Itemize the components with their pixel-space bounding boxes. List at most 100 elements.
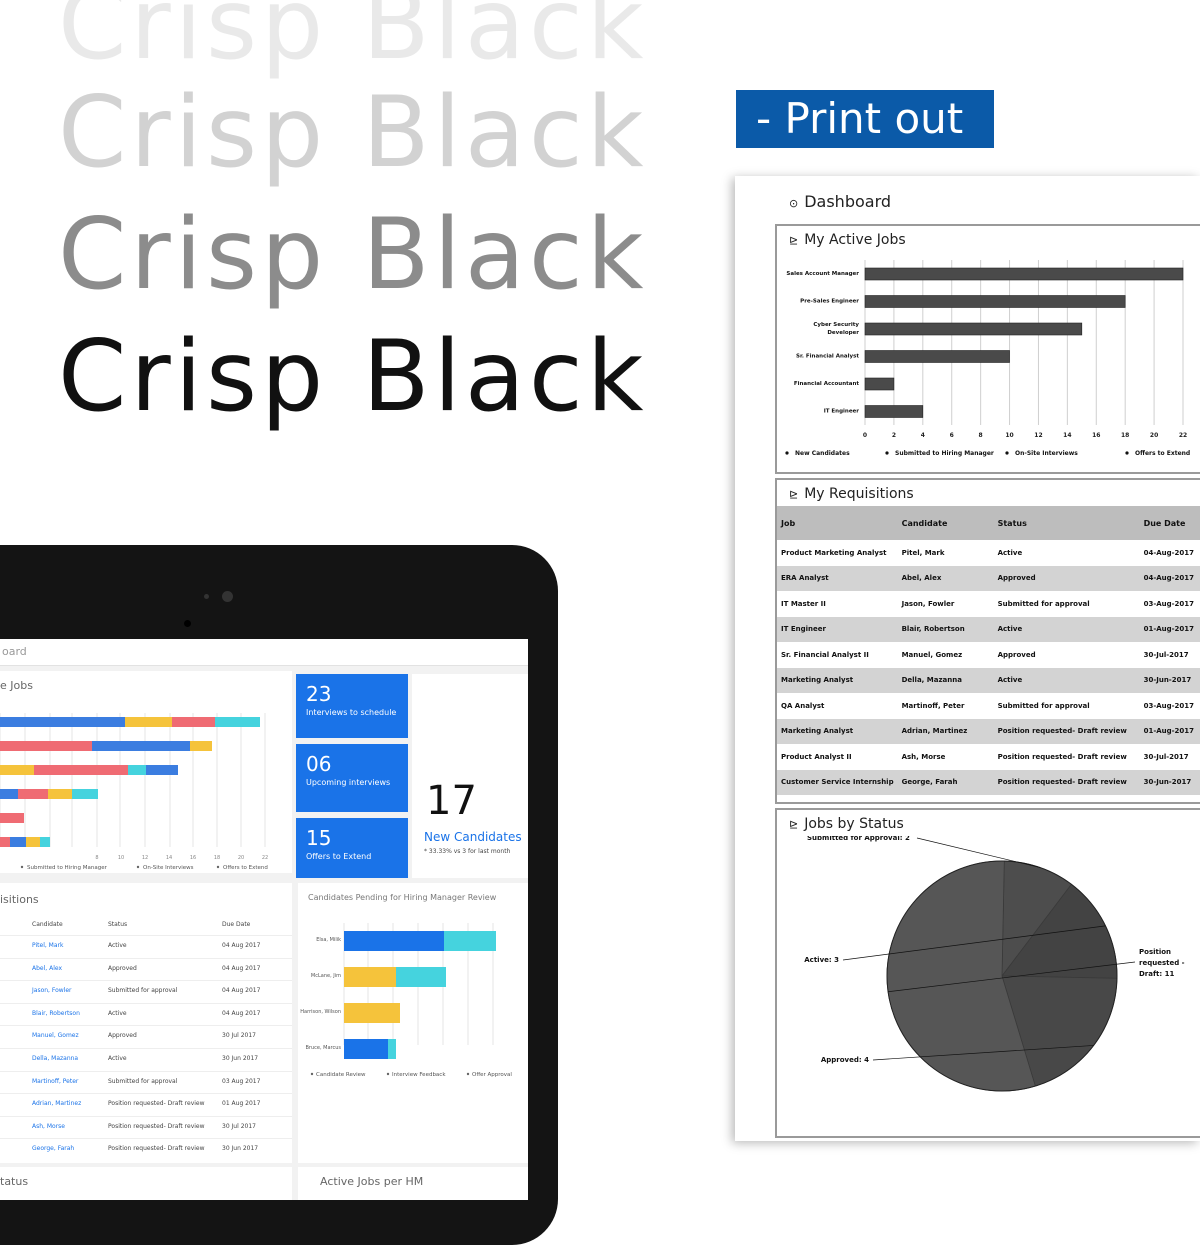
x-tick-label: 10 [1005,432,1013,439]
table-cell: Submitted for approval [997,701,1090,710]
tile-value: 15 [306,826,332,850]
tablet-req-row[interactable]: Pitel, Mark Active 04 Aug 2017 [0,935,292,958]
bar-segment [92,741,190,751]
table-row: Customer Service Internship George, Farah… [777,769,1200,795]
tablet-req-row[interactable]: Abel, Alex Approved 04 Aug 2017 [0,957,292,981]
tablet-req-cell: Submitted for approval [108,1077,178,1085]
tile-label: Offers to Extend [306,852,372,861]
tablet-req-cell[interactable]: Blair, Robertson [32,1009,80,1017]
legend-marker [386,1072,390,1076]
x-tick-label: 20 [238,855,244,861]
table-cell: Martinoff, Peter [901,701,965,710]
active-jobs-title-text: My Active Jobs [804,232,906,248]
table-cell: Abel, Alex [897,565,994,591]
table-row: Sr. Financial Analyst II Manuel, Gomez App… [777,642,1200,668]
tablet-req-cell[interactable]: Pitel, Mark [32,942,64,949]
category-label: IT Engineer [824,409,860,415]
tablet-req-row[interactable]: Blair, Robertson Active 04 Aug 2017 [0,1002,292,1026]
table-cell: Customer Service Internship [777,769,898,795]
pie-label: Approved: 4 [821,1056,869,1064]
tablet-req-cell: Active [108,942,127,949]
tablet-req-cell[interactable]: Jason, Fowler [32,987,72,995]
tablet-req-row[interactable]: Della, Mazanna Active 30 Jun 2017 [0,1047,292,1071]
new-candidates-card[interactable]: 17 New Candidates * 33.33% vs 3 for last… [412,674,528,878]
legend-label: On-Site Interviews [1015,450,1078,457]
tile-interviews-to-schedule[interactable]: 23 Interviews to schedule [296,674,408,738]
tablet-front-dot [184,620,191,627]
tablet-req-cell[interactable]: George, Farah [32,1145,75,1153]
tablet-req-cell: 30 Jul 2017 [222,1032,256,1040]
tablet-req-cell: Position requested- Draft review [108,1145,205,1153]
legend-label: New Candidates [795,450,850,457]
tablet-req-cell: 04 Aug 2017 [222,1009,261,1017]
tablet-jobs-title: e Jobs [0,679,33,692]
category-label: Sr. Financial Analyst [796,354,859,360]
tablet-req-row[interactable]: George, Farah Position requested- Draft r… [0,1138,292,1161]
pending-name-label: Elsa, Milik [316,937,341,943]
table-row: IT Master II Jason, Fowler Submitted for a… [777,591,1200,617]
tablet-req-cell[interactable]: Martinoff, Peter [32,1077,79,1085]
tablet-req-cell[interactable]: Abel, Alex [32,964,62,972]
tablet-req-row[interactable]: Manuel, Gomez Approved 30 Jul 2017 [0,1025,292,1048]
bar-segment [40,837,50,847]
tablet-req-cell: Approved [108,1032,137,1040]
tablet-req-row[interactable]: Jason, Fowler Submitted for approval 04 Au… [0,980,292,1003]
tablet-req-cell[interactable]: Manuel, Gomez [32,1032,79,1040]
bar-segment [172,717,215,727]
tile-offers-to-extend[interactable]: 15 Offers to Extend [296,818,408,878]
table-cell: Active [993,616,1140,642]
legend-marker [20,865,24,869]
legend-marker [785,451,789,455]
category-label: Pre-Sales Engineer [800,299,859,305]
x-tick-label: 20 [1150,432,1158,439]
bar-segment [125,717,172,727]
col-job: Job [777,506,898,540]
table-cell: Product Analyst II [781,752,852,761]
bar-segment [146,765,178,775]
legend-label: Offer Approval [472,1072,512,1078]
tablet-req-cell[interactable]: Della, Mazanna [32,1054,79,1062]
tablet-req-cell: Active [108,1009,127,1017]
tablet-req-cell: 30 Jun 2017 [222,1145,259,1153]
requisitions-title: ⊵ My Requisitions [777,480,1200,506]
bar-segment [128,765,146,775]
table-cell: 01-Aug-2017 [1139,616,1200,642]
tablet-dashboard-title: oard [2,645,27,658]
tablet-sensor [204,594,209,599]
x-tick-label: 6 [950,432,954,439]
tablet-hm-title: Active Jobs per HM [320,1175,424,1188]
bar-segment [10,837,26,847]
tablet-req-row[interactable]: Martinoff, Peter Submitted for approval 03… [0,1070,292,1094]
legend-marker [310,1072,314,1076]
bar [864,377,895,391]
table-cell: Jason, Fowler [901,599,955,608]
bar [864,322,1083,336]
tablet-req-cell[interactable]: Adrian, Martinez [32,1100,82,1108]
tablet-req-cell[interactable]: Ash, Morse [32,1122,65,1130]
crisp-black-line-4: Crisp Black [58,320,648,434]
tablet-hm-card: Active Jobs per HM [298,1167,528,1200]
legend-marker [1005,451,1009,455]
x-tick-label: 22 [262,855,268,861]
tablet-req-row[interactable]: Ash, Morse Position requested- Draft revi… [0,1115,292,1139]
crisp-black-line-1: Crisp Black [58,0,648,82]
tile-upcoming-interviews[interactable]: 06 Upcoming interviews [296,744,408,812]
tablet-requisitions-card: isitions Candidate Status Due Date Pitel, M… [0,883,292,1163]
x-tick-label: 8 [95,855,98,861]
bar [864,267,1184,281]
requisitions-panel: ⊵ My Requisitions Job Candidate Status Du… [775,478,1200,804]
bar-segment [0,717,125,727]
table-cell: 03-Aug-2017 [1143,599,1195,608]
bar-segment [26,837,40,847]
table-cell: 01-Aug-2017 [1139,718,1200,744]
pending-name-label: Bruce, Marcus [305,1045,341,1051]
tablet-req-cell: 30 Jul 2017 [222,1122,256,1130]
pie-leader-line [916,837,1040,868]
bar-segment [344,967,396,987]
jobs-by-status-pie: Submitted for Approval: 2 Active: 3 Approv… [804,836,1185,1092]
tablet-req-cell: 01 Aug 2017 [222,1100,261,1108]
table-cell: 03-Aug-2017 [1143,701,1195,710]
tablet-req-row[interactable]: Adrian, Martinez Position requested- Draf… [0,1093,292,1116]
pie-label: Submitted for Approval: 2 [807,836,910,842]
bar-segment [72,789,98,799]
